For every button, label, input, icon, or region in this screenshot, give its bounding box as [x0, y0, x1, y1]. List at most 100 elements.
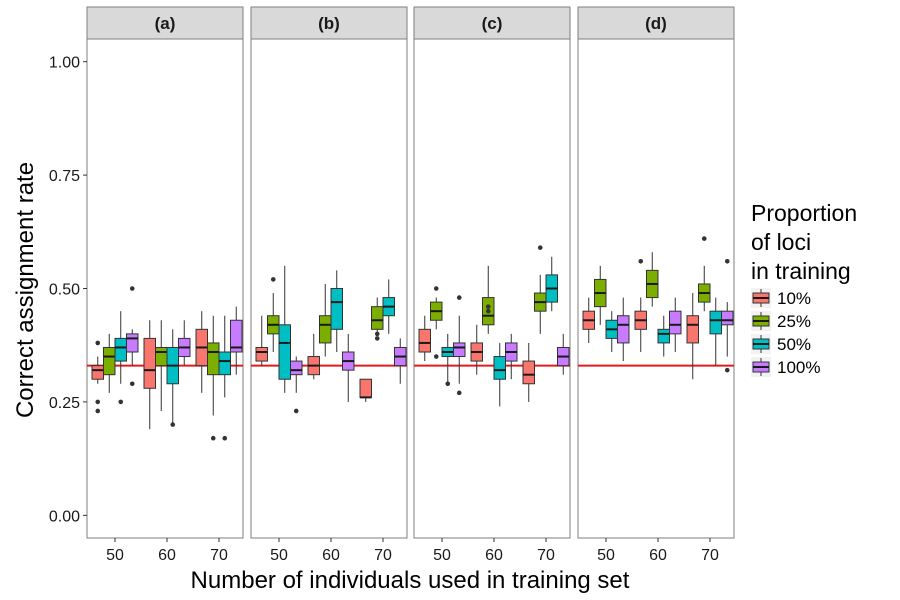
outlier-point: [293, 408, 299, 414]
outlier-point: [638, 258, 644, 264]
x-tick-label: 60: [158, 547, 176, 564]
legend-label: 25%: [777, 312, 811, 331]
y-tick-label: 0.50: [49, 282, 80, 299]
panels-layer: (a) 50 60 70 (b) 50 60 70 (c) 50 60 70 (d) 50 60 70: [86, 6, 735, 564]
outlier-point: [118, 399, 124, 405]
x-tick-label: 60: [485, 547, 503, 564]
x-tick-label: 70: [210, 547, 228, 564]
y-tick-label: 0.00: [49, 508, 80, 525]
box-10pct: [359, 378, 372, 398]
panel-background: [413, 38, 571, 539]
facet-strip: [86, 6, 244, 40]
outlier-point: [129, 286, 135, 291]
facet-strip-label: (a): [155, 14, 176, 33]
outlier-point: [445, 381, 451, 387]
box-25pct: [319, 315, 332, 344]
x-tick-label: 60: [649, 547, 667, 564]
box-50pct: [657, 328, 670, 344]
panel-background: [86, 38, 244, 539]
x-tick-label: 60: [322, 547, 340, 564]
x-axis-title: Number of individuals used in training s…: [191, 567, 630, 594]
box-100pct: [453, 342, 466, 358]
legend-label: 100%: [777, 358, 820, 377]
legend-item: 10%: [751, 288, 811, 308]
box-50pct: [709, 310, 722, 335]
outlier-point: [724, 258, 730, 264]
box-100pct: [669, 310, 682, 335]
x-tick-label: 50: [270, 547, 288, 564]
y-tick-label: 0.75: [49, 168, 80, 185]
outlier-point: [724, 367, 730, 373]
box-25pct: [371, 306, 384, 330]
box-50pct: [278, 324, 291, 380]
box-25pct: [103, 346, 116, 376]
facet-strip-label: (c): [482, 14, 503, 33]
facet-panel: (b) 50 60 70: [250, 6, 408, 564]
legend-label: 10%: [777, 289, 811, 308]
box-25pct: [155, 346, 168, 367]
x-tick-label: 50: [597, 547, 615, 564]
outlier-point: [95, 399, 101, 405]
box-10pct: [255, 346, 268, 362]
panel-background: [250, 38, 408, 539]
box-100pct: [617, 315, 630, 344]
outlier-point: [433, 286, 439, 291]
box-50pct: [114, 337, 127, 362]
outlier-point: [701, 236, 707, 241]
y-axis-title: Correct assignment rate: [12, 162, 39, 418]
x-tick-label: 70: [537, 547, 555, 564]
facet-strip-label: (d): [645, 14, 667, 33]
facet-strip: [413, 6, 571, 40]
legend-title-line: in training: [751, 258, 851, 284]
outlier-point: [374, 336, 380, 341]
box-10pct: [522, 360, 535, 385]
outlier-point: [222, 435, 228, 441]
legend-label: 50%: [777, 335, 811, 354]
facet-panel: (d) 50 60 70: [577, 6, 735, 564]
x-tick-label: 50: [106, 547, 124, 564]
x-tick-label: 50: [433, 547, 451, 564]
outlier-point: [129, 381, 135, 387]
box-100pct: [290, 360, 303, 376]
outlier-point: [95, 340, 101, 346]
outlier-point: [170, 422, 176, 427]
box-25pct: [207, 342, 220, 376]
y-tick-label: 0.25: [49, 395, 80, 412]
box-10pct: [686, 315, 699, 344]
box-10pct: [143, 337, 156, 389]
legend-item: 100%: [751, 357, 820, 377]
box-100pct: [721, 310, 734, 326]
outlier-point: [270, 277, 276, 282]
facet-strip: [577, 6, 735, 40]
y-axis: 0.00 0.25 0.50 0.75 1.00: [49, 55, 87, 525]
legend-item: 50%: [751, 334, 811, 354]
outlier-point: [374, 331, 380, 337]
outlier-point: [456, 390, 462, 396]
outlier-point: [456, 295, 462, 300]
x-tick-label: 70: [701, 547, 719, 564]
legend-title-line: of loci: [751, 229, 811, 255]
box-10pct: [418, 328, 431, 353]
box-100pct: [230, 319, 243, 353]
facet-panel: (c) 50 60 70: [413, 6, 571, 564]
box-50pct: [330, 288, 343, 330]
box-100pct: [126, 333, 139, 353]
box-10pct: [91, 365, 104, 380]
facet-panel: (a) 50 60 70: [86, 6, 244, 564]
x-tick-label: 70: [374, 547, 392, 564]
box-50pct: [493, 356, 506, 380]
outlier-point: [485, 308, 491, 314]
outlier-point: [95, 408, 101, 414]
facet-strip-label: (b): [318, 14, 340, 33]
legend-item: 25%: [751, 311, 811, 331]
legend-title-line: Proportion: [751, 200, 857, 226]
box-50pct: [218, 351, 231, 376]
legend: Proportion of loci in training 10% 25% 50% 100…: [751, 200, 857, 377]
outlier-point: [485, 304, 491, 309]
outlier-point: [433, 354, 439, 359]
outlier-point: [210, 435, 216, 441]
outlier-point: [537, 245, 543, 250]
facet-strip: [250, 6, 408, 40]
y-tick-label: 1.00: [49, 55, 80, 72]
